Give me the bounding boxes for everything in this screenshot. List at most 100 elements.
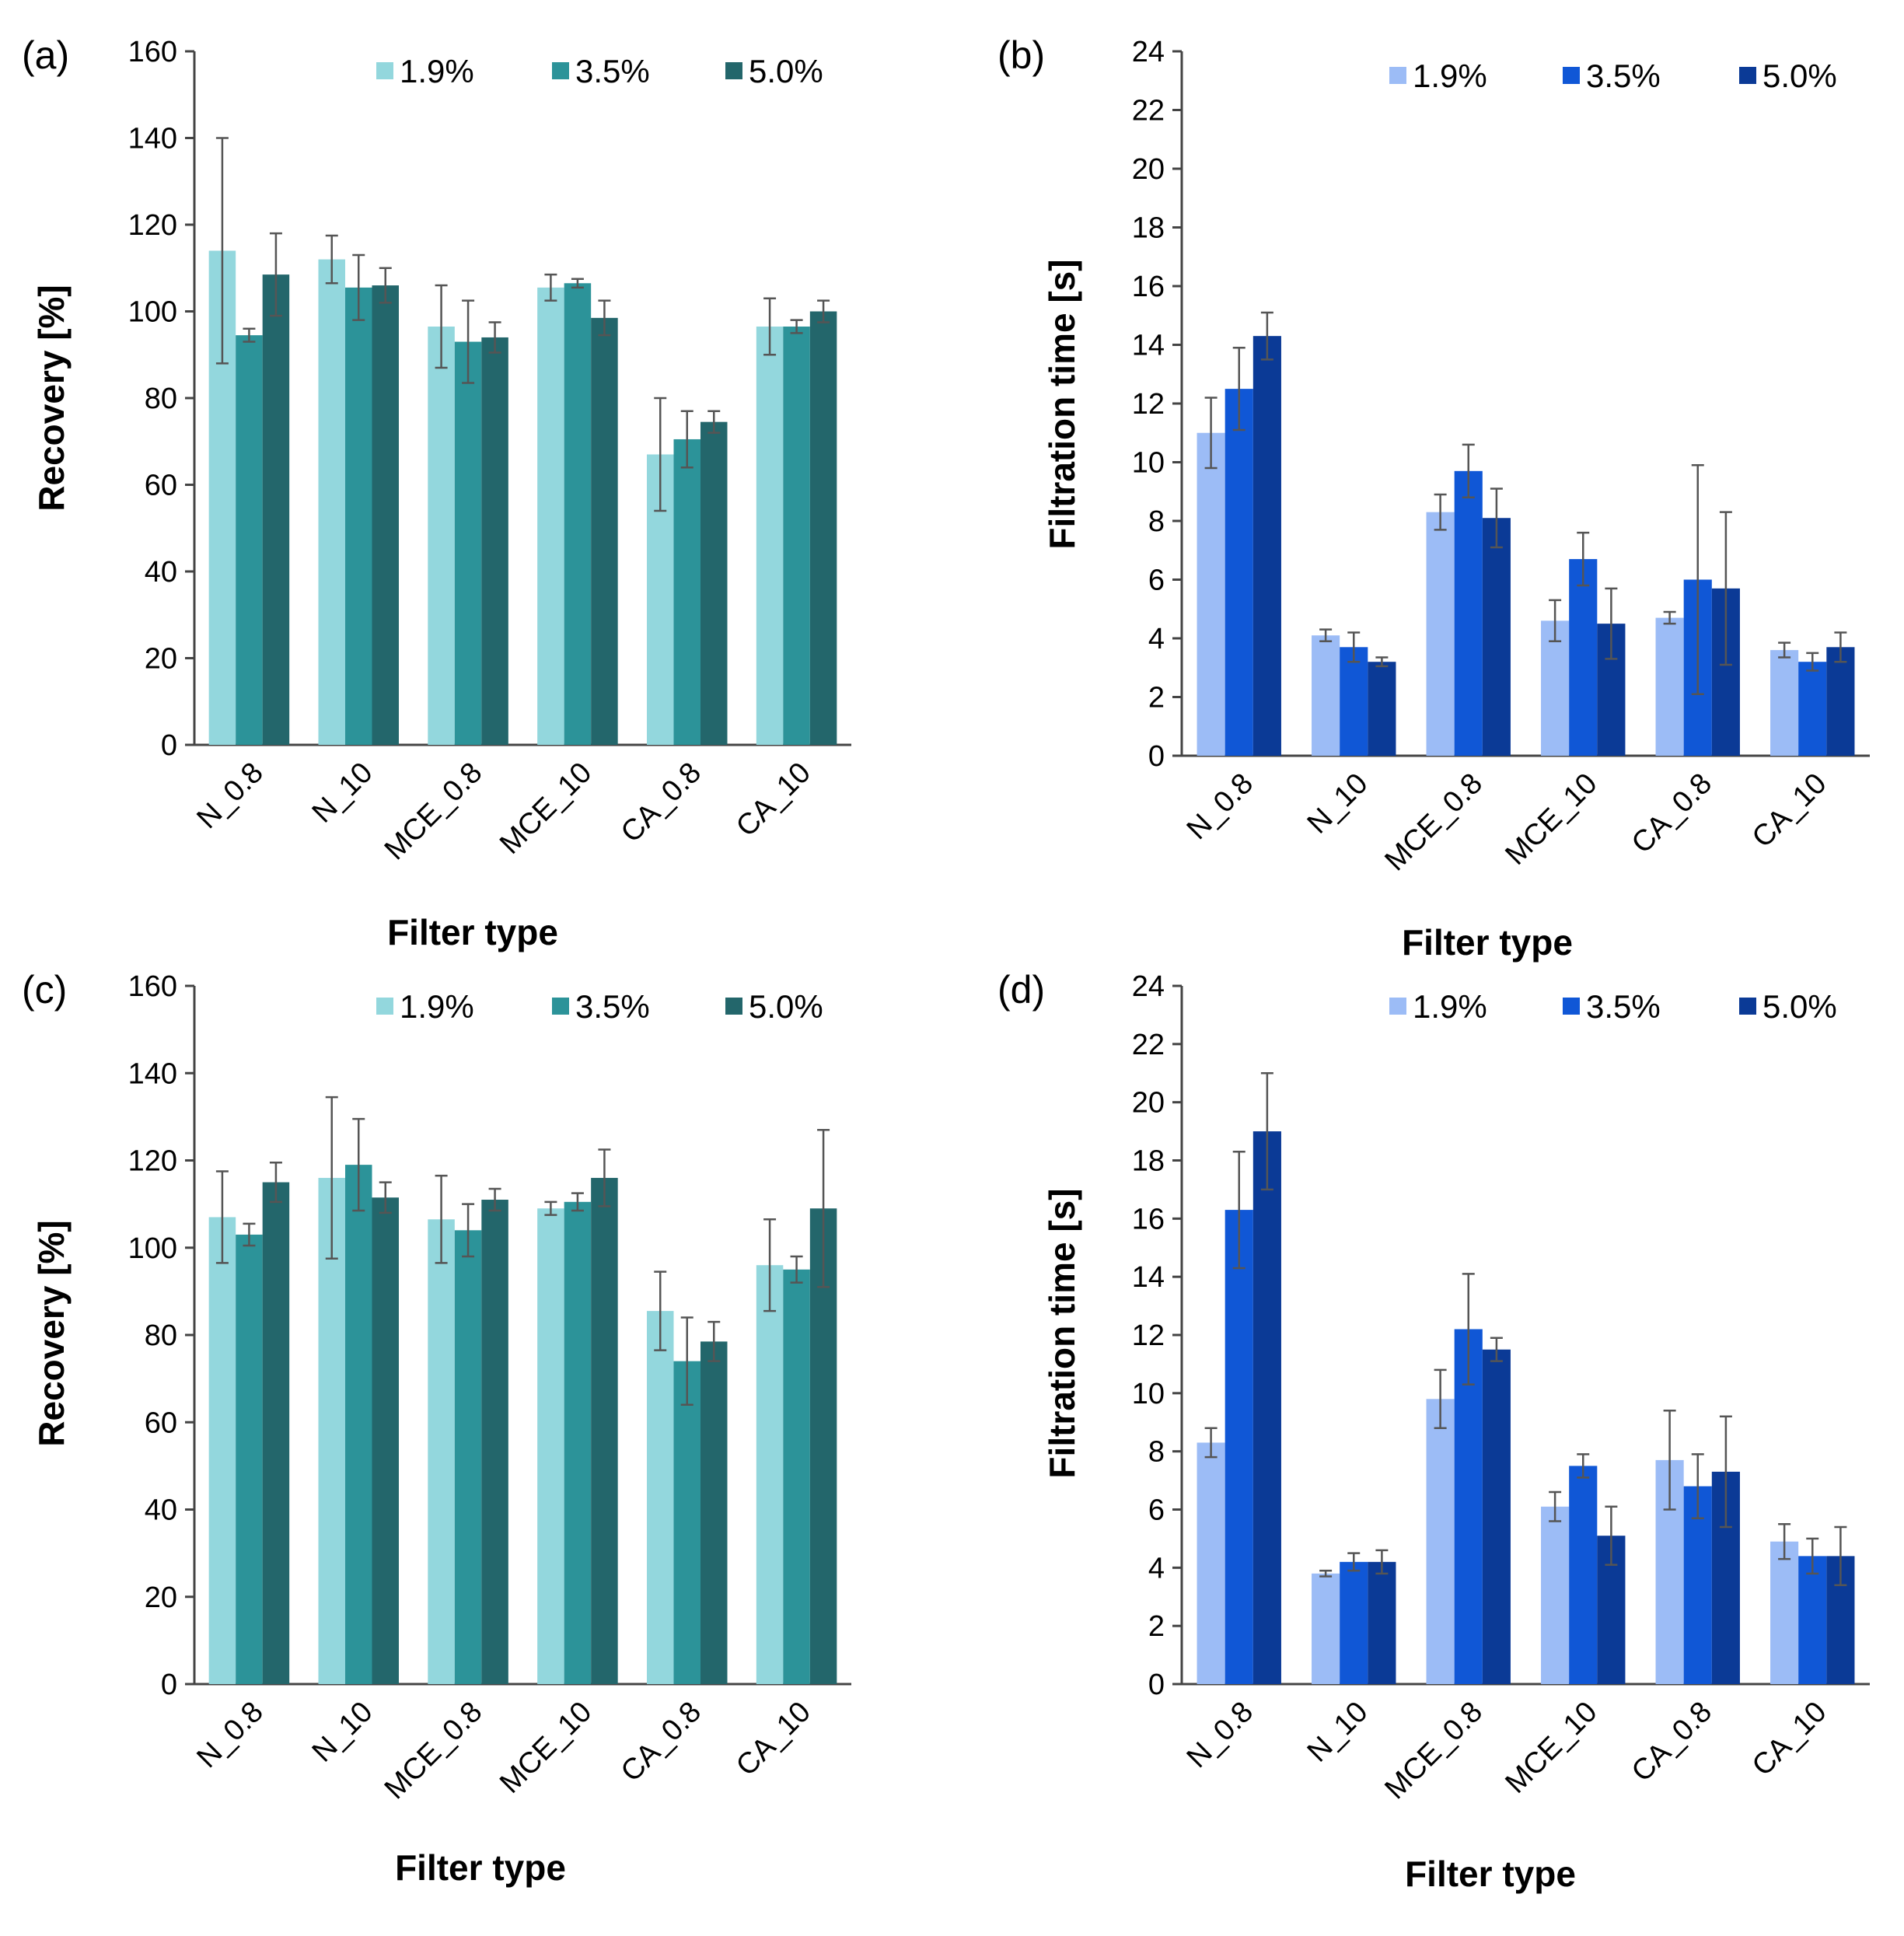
x-tick-label: CA_10 (730, 1696, 817, 1783)
bar-ca-10-3-5 (783, 1269, 810, 1684)
y-tick-label: 18 (1132, 212, 1165, 245)
bar-n-10-1-9 (1312, 635, 1340, 756)
bar-mce-10-1-9 (1541, 1506, 1570, 1684)
bar-n-10-1-9 (318, 1177, 345, 1684)
bar-ca-0-8-1-9 (646, 1311, 674, 1684)
legend-swatch-5-0 (1739, 998, 1756, 1015)
chart-panel-a: (a) 0 20 40 60 80 100 120 140 160 N_0.8 N_10 MCE_0.8… (22, 33, 851, 952)
legend: 1.9% 3.5% 5.0% (1389, 58, 1837, 94)
bar-mce-10-3-5 (1569, 559, 1598, 756)
x-tick-label: N_0.8 (1181, 767, 1259, 846)
y-tick-label: 140 (128, 123, 177, 156)
legend: 1.9% 3.5% 5.0% (1389, 988, 1837, 1025)
bar-mce-0-8-1-9 (1426, 512, 1455, 756)
bar-mce-0-8-3-5 (454, 341, 482, 745)
bar-n-0-8-3-5 (1224, 1210, 1253, 1684)
y-tick-label: 24 (1132, 970, 1165, 1003)
bar-n-0-8-3-5 (236, 335, 263, 746)
legend-label: 5.0% (749, 53, 823, 89)
legend-label: 5.0% (749, 988, 823, 1025)
bar-mce-10-3-5 (564, 1201, 592, 1684)
bar-ca-0-8-5-0 (700, 1341, 728, 1684)
chart-panel-c: (c) 0 20 40 60 80 100 120 140 160 N_0.8 N_10 MCE_0.8… (22, 968, 851, 1888)
bar-ca-10-1-9 (1770, 650, 1799, 756)
x-tick-label: MCE_0.8 (1378, 1696, 1489, 1806)
bar-n-10-3-5 (344, 1165, 372, 1684)
y-tick-label: 0 (1148, 1669, 1165, 1701)
x-tick-label: N_0.8 (190, 1696, 269, 1774)
legend-label: 1.9% (400, 988, 474, 1025)
y-tick-label: 120 (128, 1145, 177, 1178)
y-tick-label: 16 (1132, 1203, 1165, 1235)
y-tick-label: 8 (1148, 1436, 1165, 1469)
bar-n-10-5-0 (1368, 1561, 1396, 1684)
x-tick-label: CA_10 (1746, 767, 1833, 854)
y-tick-label: 4 (1148, 1552, 1165, 1585)
y-tick-label: 120 (128, 209, 177, 242)
bar-n-0-8-5-0 (262, 274, 290, 745)
x-tick-label: MCE_10 (494, 757, 598, 861)
legend-swatch-3-5 (552, 62, 569, 79)
y-tick-label: 20 (145, 643, 177, 676)
x-tick-label: MCE_0.8 (379, 757, 489, 867)
bar-n-0-8-3-5 (236, 1234, 263, 1684)
y-tick-label: 14 (1132, 1261, 1165, 1294)
bar-mce-10-5-0 (591, 1177, 618, 1684)
y-tick-label: 22 (1132, 95, 1165, 128)
bar-mce-10-1-9 (537, 1208, 564, 1684)
x-tick-label: N_10 (306, 1696, 379, 1769)
y-tick-label: 6 (1148, 564, 1165, 597)
bar-ca-0-8-3-5 (673, 439, 701, 745)
bar-mce-0-8-3-5 (1454, 470, 1483, 756)
x-axis-title: Filter type (395, 1847, 566, 1888)
bar-n-10-3-5 (1340, 647, 1368, 756)
bar-mce-10-1-9 (537, 287, 564, 745)
y-tick-label: 80 (145, 383, 177, 415)
bar-ca-10-1-9 (756, 1265, 784, 1684)
legend-swatch-1-9 (376, 62, 393, 79)
bar-n-10-1-9 (1312, 1573, 1340, 1684)
bar-ca-10-3-5 (783, 327, 810, 745)
y-tick-label: 160 (128, 970, 177, 1003)
y-tick-label: 80 (145, 1319, 177, 1352)
x-tick-label: N_10 (1301, 767, 1375, 840)
y-tick-label: 60 (145, 470, 177, 502)
x-tick-label: CA_0.8 (615, 1696, 707, 1788)
x-tick-label: CA_0.8 (1626, 1696, 1718, 1788)
y-tick-label: 10 (1132, 1378, 1165, 1410)
legend: 1.9% 3.5% 5.0% (376, 53, 823, 89)
bar-mce-0-8-5-0 (481, 337, 508, 745)
y-tick-label: 60 (145, 1407, 177, 1439)
y-tick-label: 18 (1132, 1145, 1165, 1178)
y-tick-label: 40 (145, 556, 177, 589)
legend-swatch-1-9 (1389, 998, 1406, 1015)
y-tick-label: 10 (1132, 447, 1165, 480)
bar-ca-0-8-3-5 (673, 1361, 701, 1684)
legend-swatch-1-9 (1389, 67, 1406, 84)
bar-n-0-8-1-9 (1197, 432, 1225, 756)
bar-mce-0-8-5-0 (481, 1200, 508, 1684)
x-tick-label: CA_0.8 (1626, 767, 1718, 860)
y-tick-label: 0 (1148, 740, 1165, 773)
legend-label: 5.0% (1763, 58, 1837, 94)
x-axis-title: Filter type (1405, 1854, 1576, 1894)
bar-mce-10-3-5 (1569, 1466, 1598, 1684)
bar-n-0-8-1-9 (1197, 1442, 1225, 1684)
bar-n-0-8-3-5 (1224, 389, 1253, 756)
bar-mce-0-8-1-9 (428, 327, 455, 745)
x-tick-label: CA_10 (730, 757, 817, 844)
bar-mce-0-8-5-0 (1482, 518, 1511, 756)
y-tick-label: 4 (1148, 623, 1165, 655)
legend-label: 3.5% (575, 53, 650, 89)
y-tick-label: 8 (1148, 505, 1165, 538)
y-tick-label: 16 (1132, 271, 1165, 303)
x-tick-label: N_10 (1301, 1696, 1375, 1769)
x-axis-title: Filter type (1402, 922, 1573, 963)
y-tick-label: 160 (128, 36, 177, 68)
y-tick-label: 12 (1132, 388, 1165, 421)
legend-swatch-5-0 (1739, 67, 1756, 84)
x-tick-label: CA_10 (1746, 1696, 1833, 1783)
x-axis-title: Filter type (387, 912, 558, 952)
